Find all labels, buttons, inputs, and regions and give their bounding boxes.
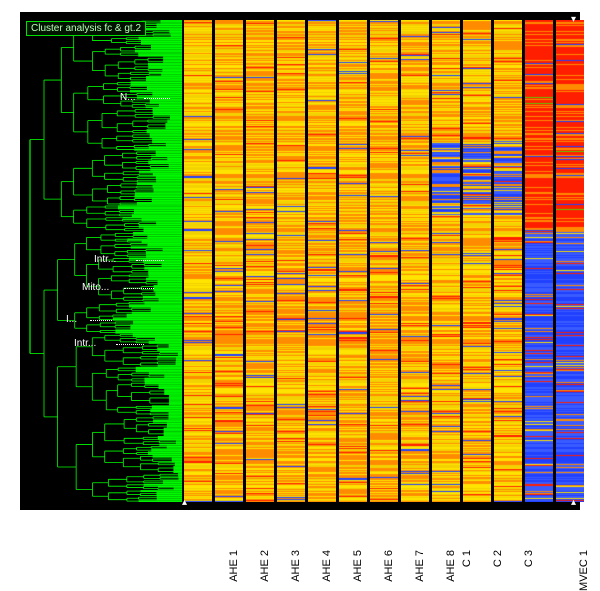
col-label-AHE3: AHE 3 [290, 550, 302, 582]
col-label-AHE8: AHE 8 [445, 550, 457, 582]
heatmap-cluster-plot: Cluster analysis fc & gt.2 N... Intr... Mi… [20, 12, 580, 510]
marker-bottom-right: ▴ [571, 497, 576, 508]
annotation-2: Mito... [82, 282, 109, 293]
column-labels: AHE 1AHE 2AHE 3AHE 4AHE 5AHE 6AHE 7AHE 8… [182, 514, 572, 554]
col-label-AHE4: AHE 4 [321, 550, 333, 582]
col-label-AHE2: AHE 2 [259, 550, 271, 582]
heatmap-col-C2 [463, 20, 491, 502]
heatmap-col-AHE8 [401, 20, 429, 502]
marker-bottom-left: ▴ [182, 497, 187, 508]
col-label-AHE1: AHE 1 [228, 550, 240, 582]
col-label-AHE7: AHE 7 [414, 550, 426, 582]
plot-title-text: Cluster analysis fc & gt.2 [26, 21, 146, 36]
heatmap-col-AHE4 [277, 20, 305, 502]
annotation-4: Intr... [74, 338, 96, 349]
heatmap-col-AHE6 [339, 20, 367, 502]
col-label-C2: C 2 [492, 550, 504, 567]
col-label-AHE6: AHE 6 [383, 550, 395, 582]
heatmap-col-AHE7 [370, 20, 398, 502]
col-label-C1: C 1 [461, 550, 473, 567]
heatmap-col-AHE1 [184, 20, 212, 502]
heatmap-col-AHE5 [308, 20, 336, 502]
heatmap-col-AHE2 [215, 20, 243, 502]
heatmap-columns [184, 20, 574, 502]
col-label-MVEC1: MVEC 1 [578, 550, 590, 591]
heatmap-col-C1 [432, 20, 460, 502]
marker-top-right: ▾ [571, 14, 576, 25]
col-label-C3: C 3 [523, 550, 535, 567]
heatmap-col-C3 [494, 20, 522, 502]
heatmap-col-MVEC1 [525, 20, 553, 502]
plot-title-box: Cluster analysis fc & gt.2 [26, 18, 146, 36]
annotation-3: I... [66, 314, 77, 325]
heatmap-col-MVEC2 [556, 20, 584, 502]
annotation-0: N... [120, 92, 136, 103]
annotation-1: Intr... [94, 254, 116, 265]
col-label-AHE5: AHE 5 [352, 550, 364, 582]
heatmap-col-AHE3 [246, 20, 274, 502]
